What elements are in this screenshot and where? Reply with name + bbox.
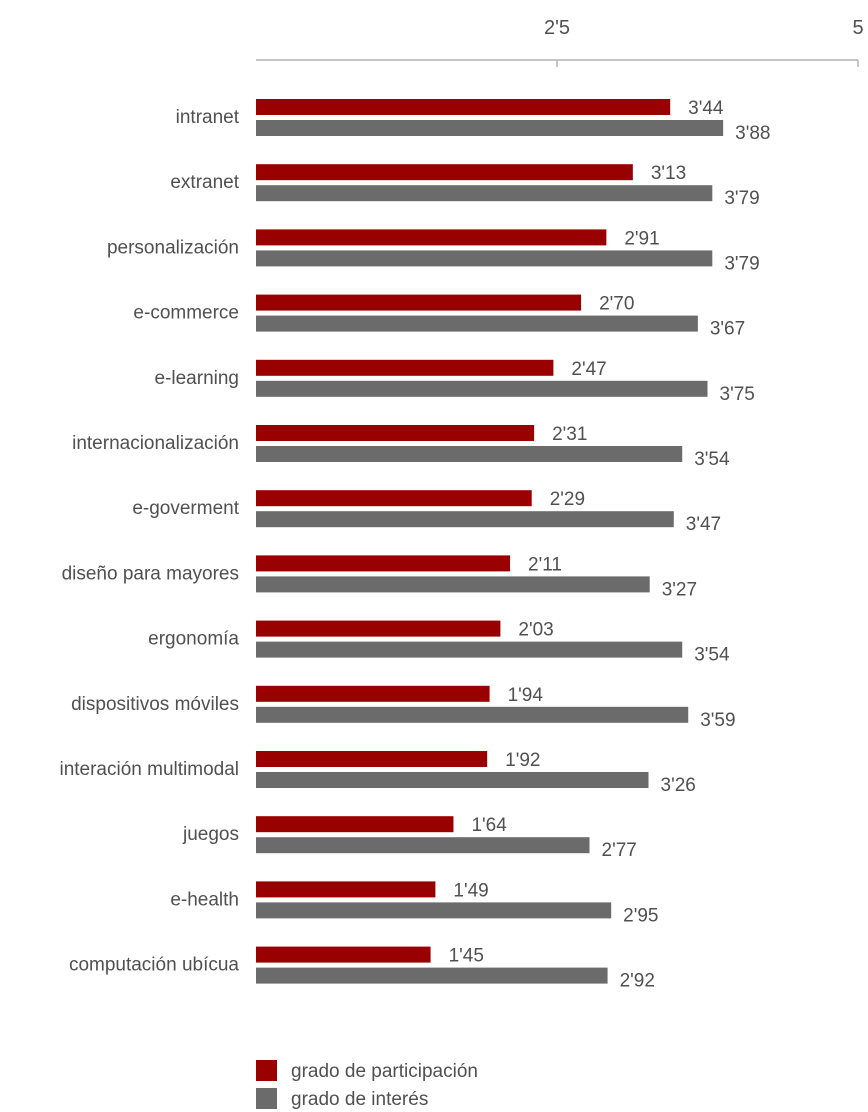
value-label-interest: 3'27	[662, 579, 697, 600]
category-label: diseño para mayores	[62, 563, 239, 584]
bar-participation	[256, 99, 671, 115]
bar-interest	[256, 185, 713, 202]
bar-interest	[256, 511, 674, 528]
category-label: extranet	[170, 172, 239, 193]
bar-participation	[256, 164, 633, 181]
category-label: ergonomía	[148, 629, 239, 650]
category-label: internacionalización	[72, 433, 239, 454]
bar-interest	[256, 837, 590, 854]
bar-interest	[256, 902, 612, 919]
value-label-participation: 1'92	[505, 750, 540, 771]
value-label-participation: 2'47	[571, 359, 606, 380]
bar-interest	[256, 706, 689, 723]
category-label: e-learning	[155, 368, 240, 389]
value-label-participation: 1'64	[471, 815, 507, 836]
value-label-interest: 3'26	[661, 775, 696, 796]
value-label-participation: 3'13	[651, 163, 686, 184]
legend-label: grado de participación	[291, 1061, 478, 1082]
bar-interest	[256, 772, 649, 788]
bar-interest	[256, 641, 683, 658]
value-label-participation: 2'91	[624, 228, 659, 249]
category-label: e-commerce	[133, 303, 239, 324]
legend-label: grado de interés	[291, 1089, 428, 1110]
bar-participation	[256, 425, 535, 441]
value-label-interest: 3'88	[735, 123, 770, 144]
value-label-interest: 3'75	[720, 384, 755, 405]
value-label-interest: 2'95	[623, 905, 658, 926]
bar-participation	[256, 294, 582, 311]
value-label-participation: 2'31	[552, 424, 587, 445]
bar-participation	[256, 685, 490, 702]
bar-participation	[256, 229, 607, 246]
value-label-participation: 2'11	[528, 554, 562, 575]
category-label: intranet	[176, 107, 240, 128]
bar-participation	[256, 620, 501, 637]
value-label-participation: 1'94	[508, 685, 544, 706]
bar-interest	[256, 576, 650, 593]
value-label-interest: 3'67	[710, 319, 745, 340]
category-label: e-goverment	[132, 498, 239, 519]
bar-interest	[256, 120, 724, 136]
bar-participation	[256, 816, 454, 833]
bar-interest	[256, 446, 683, 462]
bar-participation	[256, 751, 488, 767]
category-label: personalización	[107, 237, 239, 258]
bar-participation	[256, 881, 436, 898]
bar-participation	[256, 555, 511, 572]
value-label-interest: 3'54	[694, 645, 730, 666]
value-label-participation: 2'29	[550, 489, 585, 510]
bar-interest	[256, 315, 698, 332]
bar-interest	[256, 250, 713, 267]
value-label-participation: 3'44	[688, 98, 724, 119]
category-label: juegos	[182, 824, 239, 845]
value-label-interest: 2'77	[602, 840, 637, 861]
legend-swatch	[256, 1060, 277, 1081]
value-label-interest: 3'79	[724, 188, 759, 209]
category-label: dispositivos móviles	[71, 694, 239, 715]
value-label-participation: 1'45	[449, 946, 484, 967]
value-label-interest: 3'59	[700, 710, 735, 731]
x-axis-tick-label: 2'5	[544, 17, 570, 39]
value-label-participation: 1'49	[453, 880, 488, 901]
category-label: e-health	[170, 889, 239, 910]
value-label-participation: 2'70	[599, 294, 634, 315]
legend-swatch	[256, 1088, 277, 1109]
value-label-interest: 2'92	[620, 971, 655, 992]
bar-participation	[256, 946, 431, 963]
bar-participation	[256, 490, 532, 507]
bar-interest	[256, 967, 608, 984]
bar-participation	[256, 359, 554, 376]
x-axis-tick-label: 5	[852, 17, 863, 39]
value-label-interest: 3'54	[694, 449, 730, 470]
value-label-participation: 2'03	[518, 620, 553, 641]
value-label-interest: 3'47	[686, 514, 721, 535]
category-label: computación ubícua	[69, 955, 239, 976]
value-label-interest: 3'79	[724, 253, 759, 274]
category-label: interación multimodal	[59, 759, 239, 780]
bar-interest	[256, 380, 708, 397]
